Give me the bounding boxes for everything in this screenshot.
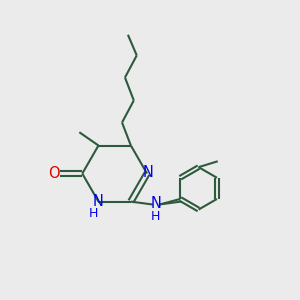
Text: H: H (151, 210, 160, 224)
Text: H: H (88, 207, 98, 220)
Text: O: O (48, 166, 59, 181)
Text: N: N (151, 196, 161, 211)
Text: N: N (143, 165, 154, 180)
Text: N: N (93, 194, 104, 209)
